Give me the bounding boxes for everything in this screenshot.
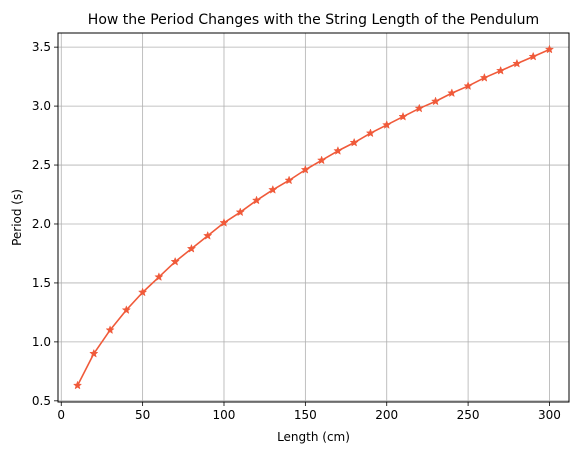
y-tick-label: 2.0: [32, 217, 51, 231]
y-tick-label: 1.5: [32, 276, 51, 290]
data-point-star-marker: [333, 145, 343, 155]
x-tick-label: 0: [57, 408, 65, 422]
y-tick-label: 1.0: [32, 335, 51, 349]
data-point-star-marker: [365, 128, 376, 138]
y-tick-label: 3.5: [32, 40, 51, 54]
chart-title: How the Period Changes with the String L…: [88, 12, 539, 28]
data-point-star-marker: [105, 325, 115, 335]
data-point-star-marker: [463, 81, 473, 91]
data-point-star-marker: [137, 287, 148, 297]
data-point-star-marker: [528, 51, 538, 61]
grid: [58, 33, 569, 402]
y-tick-label: 0.5: [32, 394, 51, 408]
data-point-star-marker: [398, 111, 408, 121]
data-point-star-marker: [251, 195, 262, 205]
data-point-star-marker: [544, 44, 555, 54]
data-point-star-marker: [186, 243, 197, 253]
data-point-star-marker: [154, 272, 164, 281]
data-point-star-marker: [479, 72, 490, 82]
data-point-star-marker: [89, 348, 99, 358]
y-tick-label: 3.0: [32, 99, 51, 113]
axis-ticks: 0 50 100 150 200 250 300 0.5 1.0 1.5 2.0 2.5 3.0 3.5: [32, 40, 561, 422]
y-axis-label: Period (s): [10, 189, 24, 246]
x-tick-label: 50: [135, 408, 150, 422]
x-tick-label: 150: [294, 408, 317, 422]
x-tick-label: 300: [538, 408, 561, 422]
data-point-star-marker: [316, 155, 327, 165]
data-point-star-marker: [495, 65, 506, 75]
data-point-star-marker: [447, 88, 457, 98]
x-tick-label: 200: [375, 408, 398, 422]
data-point-star-marker: [382, 120, 392, 129]
data-point-star-marker: [268, 184, 278, 194]
data-point-star-marker: [349, 137, 359, 147]
data-series: [72, 44, 555, 390]
data-point-star-marker: [203, 230, 213, 240]
data-point-star-marker: [300, 164, 311, 174]
x-tick-label: 250: [457, 408, 480, 422]
data-point-star-marker: [219, 217, 229, 227]
data-point-star-marker: [414, 103, 424, 113]
data-point-star-marker: [430, 96, 441, 106]
data-point-star-marker: [121, 305, 132, 315]
plot-area-frame: [57, 32, 570, 403]
data-point-star-marker: [512, 58, 522, 68]
x-tick-label: 100: [213, 408, 236, 422]
data-point-star-marker: [235, 207, 245, 217]
data-point-star-marker: [284, 175, 294, 185]
x-axis-label: Length (cm): [277, 430, 350, 444]
data-point-star-marker: [170, 256, 180, 266]
data-point-star-marker: [72, 380, 83, 390]
y-tick-label: 2.5: [32, 158, 51, 172]
